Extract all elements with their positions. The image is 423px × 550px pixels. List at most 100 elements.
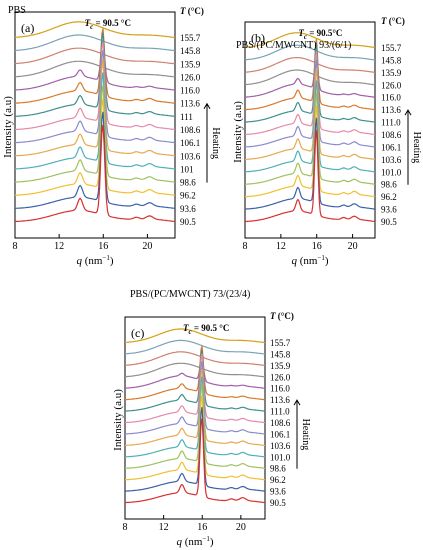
curve-108-6 [125,353,266,424]
heating-label: Heating [210,127,221,159]
temp-label: 111 [180,112,193,122]
temp-label: 113.6 [270,395,290,405]
curve-93-6 [244,117,376,210]
temp-label: 145.8 [381,55,402,65]
curve-113-6 [245,38,376,111]
temp-label: 93.6 [180,204,196,214]
curve-96-2 [244,105,376,198]
curve-135-9 [14,47,176,65]
temp-label: 90.5 [270,498,286,508]
x-axis-label: q (nm−1) [176,535,213,548]
temp-label: 101.0 [270,452,291,462]
curve-93-6 [14,111,176,209]
x-axis-label: q (nm−1) [291,254,328,267]
curve-126-0 [245,69,376,86]
x-tick-label: 12 [54,241,64,252]
curve-126-0 [124,362,266,378]
curve-96-2 [15,98,176,196]
x-tick-label: 8 [243,241,248,252]
temp-label: 126.0 [270,372,291,382]
heating-arrow-head [293,399,301,406]
curve-145-8 [244,44,376,61]
temp-label: 93.6 [381,205,397,215]
x-tick-label: 12 [276,241,286,252]
panel-title: PBS/(PC/MWCNT) 73/(23/4) [130,289,250,300]
curve-108-6 [14,41,176,131]
temp-label: 108.6 [381,130,402,140]
curve-126-0 [15,60,176,78]
heating-label: Heating [411,132,422,164]
temp-label: 145.8 [180,46,201,56]
temp-label: 103.6 [180,151,201,161]
curve-155-7 [124,328,266,344]
curve-145-8 [125,339,266,355]
curve-103-6 [14,59,176,157]
curve-111 [15,32,176,117]
curve-98-6 [14,85,176,183]
temp-label: 108.6 [180,125,201,135]
temp-label: 111.0 [381,118,401,128]
panel-label: (a) [21,21,34,35]
curve-135-9 [244,57,376,73]
temp-label: 106.1 [381,142,401,152]
curve-113-6 [14,28,176,104]
temp-label: 103.6 [270,441,291,451]
plot-frame [14,11,176,239]
temp-label: 96.2 [270,475,286,485]
curve-145-8 [14,34,176,52]
tc-annotation: Tc = 90.5 °C [85,18,131,31]
x-tick-label: 20 [236,522,246,533]
curve-103-6 [244,68,376,160]
temp-label: 108.6 [270,418,291,428]
temp-label: 155.7 [180,33,201,43]
temp-label: 98.6 [381,180,397,190]
temp-label: 135.9 [270,361,291,371]
x-tick-label: 16 [197,522,207,533]
curve-155-7 [14,21,176,39]
temp-label: 96.2 [381,192,397,202]
curve-116-0 [14,41,176,91]
x-tick-label: 12 [159,522,169,533]
curve-90-5 [124,418,266,504]
plot-frame [124,316,266,520]
curve-135-9 [124,351,266,366]
temp-label: 116.0 [381,93,401,103]
y-axis-label: Intensity (a.u) [232,101,244,163]
temp-label: 101 [180,164,194,174]
temp-label: 96.2 [180,191,196,201]
curve-111-0 [244,43,376,123]
curve-101-0 [125,376,266,458]
curve-101-0 [245,80,376,173]
x-tick-label: 20 [142,241,152,252]
temp-label: 116.0 [270,384,290,394]
x-tick-label: 16 [98,241,108,252]
x-axis-label: q (nm−1) [76,254,113,267]
plot-frame [244,21,376,239]
temp-label: 103.6 [381,155,402,165]
panel-label: (c) [131,326,144,340]
temp-label: 101.0 [381,167,402,177]
temp-label: 126.0 [180,72,201,82]
temp-label: 106.1 [270,429,290,439]
panel-title: PBS/(PC/MWCNT) 93/(6/1) [236,40,351,51]
heating-label: Heating [300,419,311,451]
curve-111-0 [124,349,266,412]
legend-title: T (°C) [180,6,204,16]
x-tick-label: 8 [123,522,128,533]
tc-annotation: Tc = 90.5 °C [183,323,229,336]
temp-label: 90.5 [180,217,196,227]
curve-101 [15,72,176,170]
curve-116-0 [124,355,266,389]
curve-98-6 [245,92,376,185]
legend-title: T (°C) [381,16,405,26]
heating-arrow-head [203,102,211,109]
y-axis-label: Intensity (a.u) [112,389,124,451]
temp-label: 106.1 [180,138,200,148]
temp-label: 155.7 [381,43,402,53]
curve-93-6 [125,407,266,492]
panel-title: PBS [8,5,26,16]
curve-116-0 [245,54,376,98]
x-tick-label: 8 [13,241,18,252]
